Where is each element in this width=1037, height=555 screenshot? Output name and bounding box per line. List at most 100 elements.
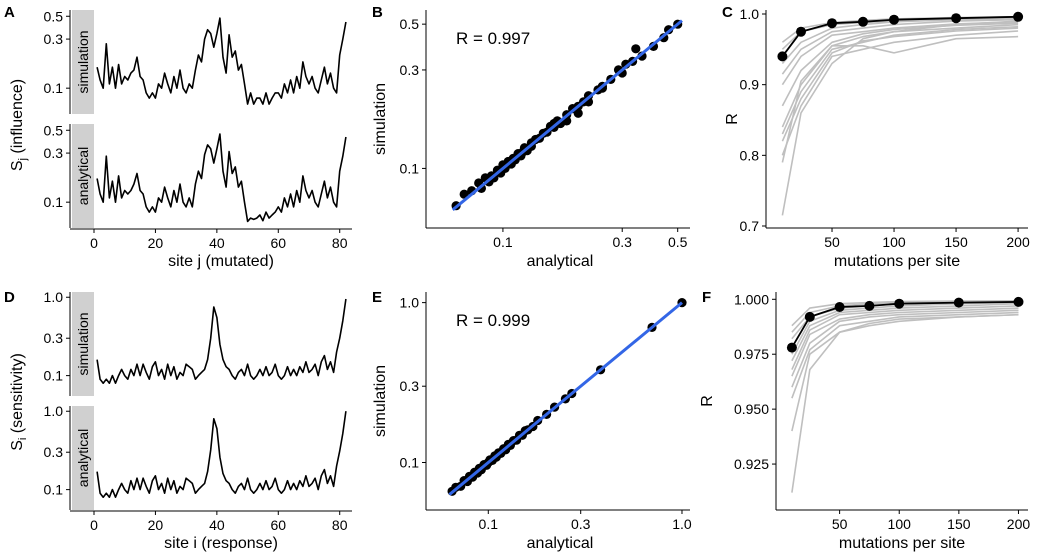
x-tick-label: 150: [944, 234, 968, 250]
x-axis-title: analytical: [527, 535, 594, 552]
correlation-annotation: R = 0.997: [456, 29, 530, 48]
mean-point: [796, 26, 806, 37]
x-tick-label: 0: [90, 235, 98, 251]
mean-point: [786, 342, 797, 353]
y-tick-label: 1.0: [400, 295, 420, 311]
y-bottom-tick-label: 0.1: [44, 194, 64, 210]
y-axis-title: simulation: [372, 365, 389, 437]
gray-line-site-9: [791, 311, 1019, 399]
y-tick-label: 0.5: [400, 16, 420, 32]
y-tick-label: 0.1: [400, 454, 420, 470]
fit-line: [451, 19, 683, 211]
series-line-analytical: [96, 411, 347, 499]
y-tick-label: 0.925: [734, 456, 769, 472]
series-line-simulation: [96, 298, 347, 385]
y-axis-title-rest: (influence): [9, 79, 26, 158]
mean-point: [827, 18, 837, 29]
y-axis-title: Si (sensitivity): [9, 353, 29, 451]
x-tick-label: 40: [209, 517, 225, 533]
mean-point: [889, 14, 899, 25]
mean-point: [1013, 296, 1024, 307]
facet-strip-label: simulation: [75, 312, 91, 375]
panel-b: B 0.1 0.3 0.5 0.1 0.3 0.5 R = 0.997 analytical si…: [372, 4, 690, 270]
panel-letter-f: F: [702, 289, 711, 306]
series-line-analytical: [96, 133, 347, 223]
gray-line-site-6: [791, 305, 1019, 370]
gray-line-site-9: [781, 27, 1019, 142]
facet-strip-label: simulation: [75, 30, 91, 93]
y-axis-title: Sj (influence): [9, 79, 29, 171]
y-bottom-tick-label: 0.1: [44, 482, 64, 498]
facet-strip-bottom: [72, 124, 94, 228]
x-tick-label: 1.0: [672, 516, 692, 532]
facet-strip-top: [72, 292, 94, 396]
mean-point: [858, 16, 868, 27]
series-line-simulation: [96, 17, 347, 105]
y-top-tick-label: 0.1: [44, 368, 64, 384]
x-axis-title: analytical: [527, 253, 594, 270]
x-tick-label: 200: [1006, 234, 1030, 250]
y-top-tick-label: 0.5: [44, 8, 64, 24]
x-axis-title: site j (mutated): [168, 253, 274, 270]
facet-strip-bottom: [72, 406, 94, 510]
x-tick-label: 0.1: [479, 516, 499, 532]
y-bottom-tick-label: 0.3: [44, 444, 64, 460]
y-axis-title: simulation: [372, 83, 389, 155]
y-bottom-tick-label: 1.0: [44, 403, 64, 419]
mean-point: [1013, 11, 1024, 22]
y-tick-label: 1.000: [734, 291, 769, 307]
x-tick-label: 20: [148, 517, 164, 533]
gray-line-site-7: [791, 307, 1019, 377]
x-tick-label: 100: [882, 234, 906, 250]
x-tick-label: 60: [270, 517, 286, 533]
x-tick-label: 150: [947, 516, 971, 532]
x-tick-label: 0.3: [612, 234, 632, 250]
gray-line-site-11: [781, 35, 1019, 163]
x-tick-label: 40: [209, 235, 225, 251]
y-top-tick-label: 0.1: [44, 80, 64, 96]
gray-line-site-7: [781, 23, 1019, 128]
mean-point: [804, 311, 815, 322]
data-point: [631, 44, 641, 54]
panel-e: E 0.1 0.3 1.0 0.1 0.3 1.0 R = 0.999 analytical si…: [372, 289, 692, 552]
y-top-tick-label: 0.3: [44, 31, 64, 47]
x-axis-title: mutations per site: [834, 253, 960, 270]
y-tick-label: 0.9: [740, 77, 760, 93]
y-bottom-tick-label: 0.3: [44, 145, 64, 161]
gray-line-site-8: [781, 25, 1019, 135]
mean-point: [834, 302, 845, 312]
y-top-tick-label: 0.3: [44, 330, 64, 346]
panel-letter-d: D: [4, 289, 15, 306]
panel-c: C 0.7 0.8 0.9 1.0 50 100 150 200 mutations per si…: [722, 4, 1030, 270]
x-tick-label: 0: [90, 517, 98, 533]
y-axis-title: R: [699, 395, 716, 407]
y-tick-label: 0.7: [740, 218, 760, 234]
gray-line-site-8: [791, 309, 1019, 388]
x-tick-label: 0.3: [571, 516, 591, 532]
y-tick-label: 1.0: [740, 6, 760, 22]
gray-line-site-12: [781, 20, 1019, 216]
facet-strip-top: [72, 10, 94, 114]
y-axis-title-sub: i: [17, 438, 29, 440]
panel-letter-a: A: [4, 4, 15, 21]
fit-line: [448, 301, 683, 496]
y-axis-title-sub: j: [17, 158, 29, 161]
x-tick-label: 60: [270, 235, 286, 251]
mean-point: [953, 297, 964, 308]
mean-point: [777, 51, 788, 62]
data-point: [459, 189, 469, 199]
y-axis-title-main: S: [9, 160, 26, 171]
y-axis-title-main: S: [9, 440, 26, 451]
mean-point: [864, 300, 875, 311]
y-tick-label: 0.1: [400, 160, 420, 176]
panel-letter-b: B: [372, 4, 383, 21]
panel-f: F 0.925 0.950 0.975 1.000 50 100 150 200 mutation…: [699, 289, 1030, 552]
y-tick-label: 0.3: [400, 378, 420, 394]
x-axis-title: site i (response): [164, 535, 278, 552]
x-tick-label: 80: [332, 235, 348, 251]
x-tick-label: 80: [332, 517, 348, 533]
x-tick-label: 50: [832, 516, 848, 532]
